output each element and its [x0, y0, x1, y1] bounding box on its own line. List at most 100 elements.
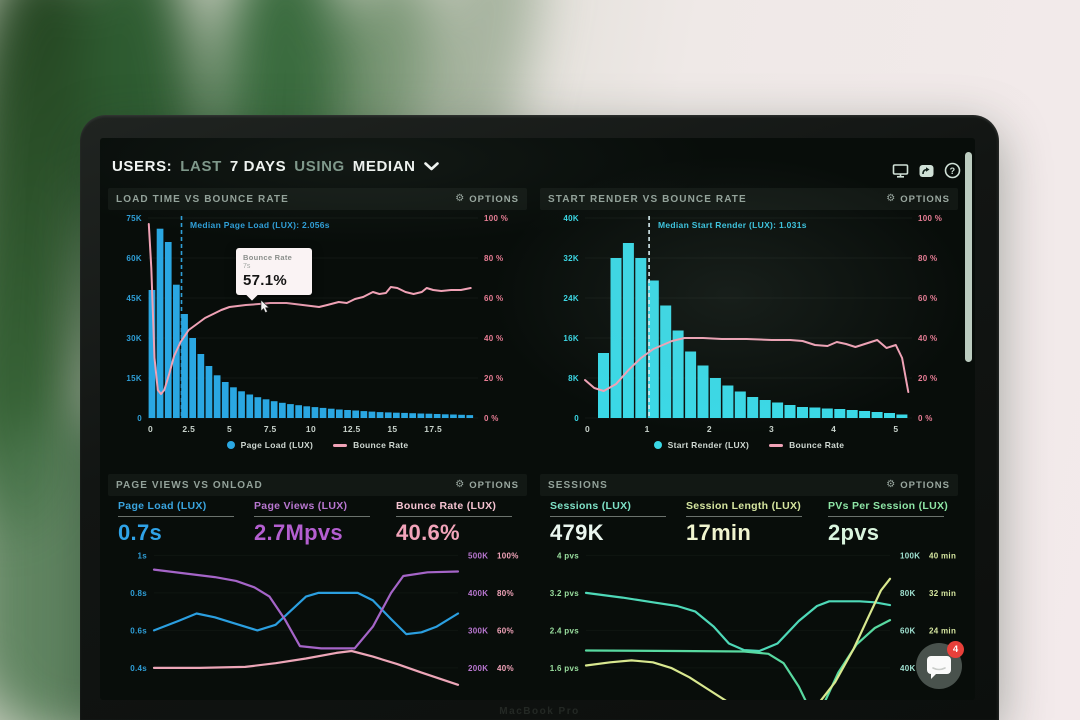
svg-text:0 %: 0 %: [484, 414, 499, 423]
svg-text:5: 5: [893, 424, 898, 434]
start-render-histogram-chart[interactable]: 40K 100 % 32K 80 % 24K 60 % 16K 40 % 8K 20 % 0 0 % 0…: [540, 212, 959, 438]
svg-text:100 %: 100 %: [484, 214, 508, 223]
svg-text:0.8s: 0.8s: [130, 589, 147, 598]
legend-dot: [653, 441, 662, 449]
svg-text:40K: 40K: [900, 664, 916, 673]
page-views-line-chart[interactable]: 1s 500K 100% 0.8s 400K 80% 0.6s 300K 60% 0.4s 200K…: [108, 538, 527, 700]
options-button[interactable]: ⚙ OPTIONS: [455, 479, 519, 491]
gear-icon: ⚙: [886, 193, 896, 204]
svg-text:60 %: 60 %: [484, 294, 503, 303]
svg-text:80K: 80K: [900, 589, 916, 598]
panel-sessions: SESSIONS ⚙ OPTIONS Sessions (LUX) 479K S…: [540, 474, 958, 700]
svg-text:60 %: 60 %: [918, 294, 937, 303]
svg-text:15K: 15K: [126, 374, 142, 383]
title-segment: LAST: [180, 158, 222, 175]
panel-start-render-vs-bounce-rate: START RENDER VS BOUNCE RATE ⚙ OPTIONS 40…: [540, 188, 958, 466]
legend-dot: [226, 441, 235, 449]
svg-text:100K: 100K: [900, 551, 920, 560]
svg-text:8K: 8K: [568, 374, 579, 383]
svg-text:40%: 40%: [497, 664, 514, 673]
svg-text:60%: 60%: [497, 626, 514, 635]
dashboard-screen: USERS: LAST 7 DAYS USING MEDIAN ?: [100, 138, 975, 700]
panel-title: SESSIONS: [548, 479, 608, 491]
svg-text:80 %: 80 %: [918, 254, 937, 263]
legend-line: [333, 443, 348, 447]
svg-text:0: 0: [137, 414, 142, 423]
svg-text:100%: 100%: [497, 551, 519, 560]
svg-text:0.6s: 0.6s: [130, 626, 147, 635]
svg-text:20 %: 20 %: [918, 374, 937, 383]
svg-text:20 %: 20 %: [484, 374, 503, 383]
load-time-histogram-chart[interactable]: 75K 100 % 60K 80 % 45K 60 % 30K 40 % 15K 20 % 0 0 %…: [108, 212, 527, 438]
svg-text:200K: 200K: [468, 664, 488, 673]
svg-text:500K: 500K: [468, 551, 488, 560]
svg-text:45K: 45K: [126, 294, 142, 303]
panel-page-views-vs-onload: PAGE VIEWS VS ONLOAD ⚙ OPTIONS Page Load…: [108, 474, 527, 700]
svg-text:100 %: 100 %: [918, 214, 942, 223]
metric-session-length: Session Length (LUX) 17min: [686, 500, 802, 545]
legend-bounce-rate[interactable]: Bounce Rate: [333, 440, 408, 450]
gear-icon: ⚙: [455, 479, 465, 490]
metric-page-load: Page Load (LUX) 0.7s: [118, 500, 234, 546]
bounce-rate-tooltip: Bounce Rate 7s 57.1%: [236, 248, 312, 295]
share-icon[interactable]: [917, 162, 935, 179]
metric-value: 479K: [550, 520, 604, 545]
options-button[interactable]: ⚙ OPTIONS: [455, 193, 519, 205]
panel-title: START RENDER VS BOUNCE RATE: [548, 193, 747, 205]
chat-widget-button[interactable]: 4: [916, 641, 964, 689]
title-segment: USING: [294, 158, 345, 175]
title-segment: USERS:: [112, 158, 173, 175]
metric-value: 0.7s: [118, 520, 163, 545]
svg-text:7.5: 7.5: [264, 424, 277, 434]
mouse-cursor: [260, 300, 270, 314]
svg-text:1: 1: [645, 424, 650, 434]
svg-text:24 min: 24 min: [929, 626, 956, 635]
display-icon[interactable]: [891, 162, 909, 179]
metric-sessions: Sessions (LUX) 479K: [550, 500, 666, 546]
chat-bubble-icon: [927, 656, 951, 679]
help-icon[interactable]: ?: [943, 162, 961, 179]
options-button[interactable]: ⚙ OPTIONS: [886, 479, 950, 491]
legend-page-load[interactable]: Page Load (LUX): [226, 440, 314, 450]
options-button[interactable]: ⚙ OPTIONS: [886, 193, 950, 205]
svg-text:0: 0: [574, 414, 579, 423]
svg-text:80%: 80%: [497, 589, 514, 598]
legend-start-render[interactable]: Start Render (LUX): [653, 440, 749, 450]
svg-text:1s: 1s: [138, 551, 148, 560]
svg-text:3.2 pvs: 3.2 pvs: [550, 589, 579, 598]
svg-text:60K: 60K: [900, 626, 916, 635]
svg-text:300K: 300K: [468, 626, 488, 635]
svg-text:15: 15: [387, 424, 397, 434]
gear-icon: ⚙: [455, 193, 465, 204]
svg-text:0: 0: [148, 424, 153, 434]
svg-text:16K: 16K: [563, 334, 579, 343]
median-start-render-label: Median Start Render (LUX): 1.031s: [658, 220, 807, 230]
median-page-load-label: Median Page Load (LUX): 2.056s: [190, 220, 330, 230]
metric-value: 2.7Mpvs: [254, 520, 343, 545]
svg-text:4: 4: [831, 424, 836, 434]
svg-text:40 min: 40 min: [929, 551, 956, 560]
scrollbar[interactable]: [965, 152, 972, 362]
chevron-down-icon: [423, 162, 439, 171]
svg-text:2.4 pvs: 2.4 pvs: [550, 626, 579, 635]
svg-text:17.5: 17.5: [424, 424, 442, 434]
laptop-brand-text: MacBook Pro: [499, 706, 580, 717]
svg-text:40 %: 40 %: [918, 334, 937, 343]
title-segment: 7 DAYS: [229, 158, 287, 175]
legend-bounce-rate[interactable]: Bounce Rate: [769, 440, 844, 450]
svg-text:?: ?: [949, 166, 955, 176]
metric-bounce-rate: Bounce Rate (LUX) 40.6%: [396, 500, 512, 546]
svg-text:12.5: 12.5: [343, 424, 361, 434]
svg-text:40 %: 40 %: [484, 334, 503, 343]
metric-value: 40.6%: [396, 520, 460, 545]
dashboard-title-dropdown[interactable]: USERS: LAST 7 DAYS USING MEDIAN: [112, 158, 439, 175]
svg-text:80 %: 80 %: [484, 254, 503, 263]
panel-title: PAGE VIEWS VS ONLOAD: [116, 479, 263, 491]
svg-text:30K: 30K: [126, 334, 142, 343]
svg-text:24K: 24K: [563, 294, 579, 303]
metric-page-views: Page Views (LUX) 2.7Mpvs: [254, 500, 370, 546]
sessions-line-chart[interactable]: 4 pvs 100K 40 min 3.2 pvs 80K 32 min 2.4 pvs 60…: [540, 538, 959, 700]
svg-text:60K: 60K: [126, 254, 142, 263]
svg-text:4 pvs: 4 pvs: [557, 551, 579, 560]
